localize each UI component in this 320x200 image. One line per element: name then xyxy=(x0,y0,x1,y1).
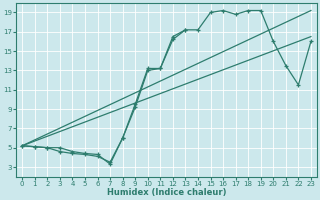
X-axis label: Humidex (Indice chaleur): Humidex (Indice chaleur) xyxy=(107,188,226,197)
